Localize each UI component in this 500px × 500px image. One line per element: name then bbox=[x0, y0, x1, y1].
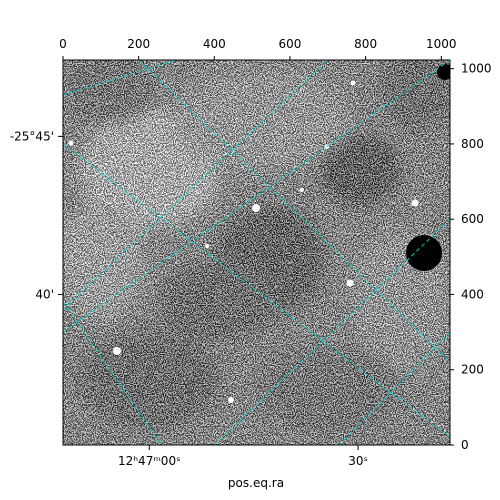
dark-sources bbox=[406, 64, 450, 271]
top-tick-label-2: 400 bbox=[203, 37, 226, 51]
grid-line-6 bbox=[338, 331, 450, 445]
right-tick-label-3: 600 bbox=[461, 212, 484, 226]
grid-line-3 bbox=[213, 218, 450, 445]
coordinate-grid bbox=[63, 60, 450, 445]
top-tick-label-3: 600 bbox=[279, 37, 302, 51]
bright-sources bbox=[68, 80, 419, 403]
top-tick-label-5: 1000 bbox=[426, 37, 457, 51]
right-tick-label-4: 800 bbox=[461, 137, 484, 151]
grid-line-2 bbox=[63, 60, 450, 333]
bottom-tick-label-0: 12ʰ47ᵐ00ˢ bbox=[118, 454, 181, 468]
grid-line-5 bbox=[63, 143, 450, 438]
right-pixel-axis: 0 200 400 600 800 1000 bbox=[450, 62, 492, 452]
right-tick-label-2: 400 bbox=[461, 287, 484, 301]
sky-image bbox=[63, 60, 450, 445]
bottom-ra-axis: 12ʰ47ᵐ00ˢ 30ˢ bbox=[118, 445, 368, 468]
right-tick-label-1: 200 bbox=[461, 363, 484, 377]
bottom-tick-label-1: 30ˢ bbox=[348, 454, 368, 468]
x-axis-label: pos.eq.ra bbox=[228, 476, 284, 490]
right-tick-label-5: 1000 bbox=[461, 62, 492, 76]
top-tick-label-0: 0 bbox=[59, 37, 67, 51]
left-tick-label-1: 40' bbox=[35, 287, 54, 301]
right-tick-label-0: 0 bbox=[461, 438, 469, 452]
top-tick-label-1: 200 bbox=[127, 37, 150, 51]
top-pixel-axis: 0 200 400 600 800 1000 bbox=[59, 37, 457, 60]
plot-frame bbox=[62, 59, 451, 446]
grid-line-4 bbox=[138, 60, 450, 363]
grid-line-0 bbox=[63, 60, 177, 96]
left-dec-axis: -25°45' 40' bbox=[10, 129, 63, 301]
top-tick-label-4: 800 bbox=[354, 37, 377, 51]
grid-line-7 bbox=[63, 301, 162, 445]
left-tick-label-0: -25°45' bbox=[10, 129, 54, 143]
grid-line-1 bbox=[63, 60, 329, 310]
